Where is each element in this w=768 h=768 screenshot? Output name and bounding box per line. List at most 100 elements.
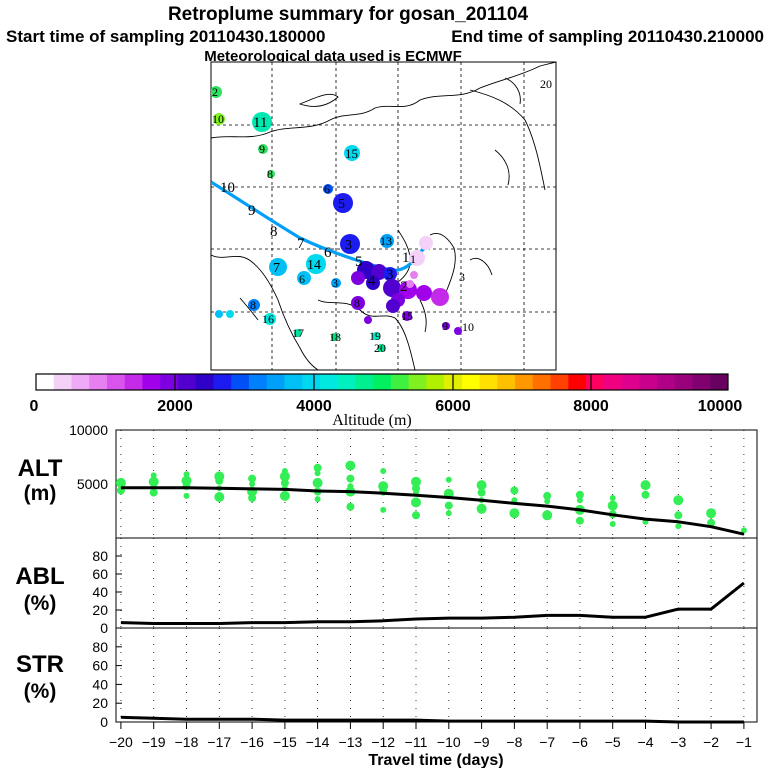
x-tick-label: −8 <box>506 734 522 750</box>
altitude-scatter-point <box>214 492 225 502</box>
start-time: Start time of sampling 20110430.180000 <box>6 27 325 46</box>
altitude-scatter-point <box>445 510 452 517</box>
colorbar-swatch <box>532 374 552 390</box>
y-tick-label: 20 <box>92 602 108 618</box>
colorbar-swatch <box>497 374 516 390</box>
altitude-scatter-point <box>248 494 257 502</box>
map-label: 1 <box>410 252 416 266</box>
y-tick-label: 0 <box>100 620 108 636</box>
y-tick-label: 80 <box>92 548 108 564</box>
colorbar-swatch <box>213 374 232 390</box>
map-label: 20 <box>374 341 386 355</box>
altitude-scatter-point <box>115 477 126 488</box>
map-label: 2 <box>212 85 218 99</box>
y-tick-label: 60 <box>92 658 108 674</box>
colorbar-swatch <box>53 374 72 390</box>
str-panel-label: STR <box>16 651 64 678</box>
plume-marker <box>215 310 223 318</box>
path-label: 2 <box>400 279 408 295</box>
plume-marker <box>297 271 311 285</box>
altitude-scatter-point <box>740 527 747 534</box>
colorbar-swatch <box>355 374 374 390</box>
coastlines <box>211 62 556 370</box>
path-label: 7 <box>297 236 305 252</box>
x-tick-label: −11 <box>405 734 428 750</box>
colorbar-swatch <box>89 374 108 390</box>
plume-marker <box>213 113 225 125</box>
plume-marker <box>252 112 272 132</box>
x-tick-label: −12 <box>371 734 395 750</box>
map-label: 11 <box>253 115 267 131</box>
map-label: 20 <box>540 77 552 91</box>
abl-series-line <box>120 581 745 625</box>
colorbar-swatch <box>337 374 356 390</box>
plume-marker <box>351 296 365 310</box>
colorbar-swatch <box>692 374 711 390</box>
x-tick-label: −9 <box>474 734 490 750</box>
x-tick-label: −18 <box>175 734 199 750</box>
map-label: 16 <box>262 312 274 326</box>
colorbar-swatch <box>674 374 694 390</box>
altitude-scatter-point <box>411 497 421 508</box>
altitude-scatter-point <box>674 511 683 520</box>
map-label: 10 <box>212 112 224 126</box>
colorbar-swatch <box>568 374 587 390</box>
map-label: 8 <box>267 167 273 181</box>
plume-marker <box>258 144 268 154</box>
colorbar-swatch <box>586 374 605 390</box>
colorbar-swatch <box>639 374 658 390</box>
path-label: 1 <box>402 250 410 266</box>
str-panel-frame <box>115 627 758 723</box>
plume-marker <box>410 271 418 279</box>
colorbar-frame <box>35 373 729 391</box>
trajectory-markers <box>211 86 462 352</box>
colorbar-ticks: 0 2000 4000 6000 8000 10000 <box>30 398 743 415</box>
altitude-scatter-point <box>312 477 323 488</box>
colorbar-tick-label: 6000 <box>435 398 471 415</box>
plume-marker <box>211 86 222 98</box>
y-tick-label: 10000 <box>69 422 108 438</box>
path-label: 6 <box>324 245 332 261</box>
path-label: 5 <box>355 254 363 270</box>
altitude-scatter-point <box>510 486 519 495</box>
plume-marker <box>409 250 425 266</box>
map-label: 7 <box>273 261 280 276</box>
str-panel-unit: (%) <box>24 680 57 703</box>
plume-marker <box>323 184 333 194</box>
plume-marker <box>383 279 401 297</box>
plume-marker <box>351 271 365 285</box>
altitude-scatter-point <box>476 480 487 491</box>
colorbar-swatch <box>302 374 321 390</box>
x-tick-label: −19 <box>142 734 166 750</box>
colorbar-swatch <box>284 374 303 390</box>
altitude-scatter-point <box>380 506 387 513</box>
plume-marker <box>344 145 360 161</box>
plume-marker <box>442 322 450 330</box>
colorbar-swatch <box>106 374 126 390</box>
plume-marker <box>331 278 341 288</box>
plume-marker <box>333 193 353 213</box>
plume-marker <box>419 236 433 250</box>
map-label: 10 <box>462 320 474 334</box>
altitude-scatter-point <box>411 476 421 487</box>
plume-marker <box>380 234 394 248</box>
plume-marker <box>294 329 302 337</box>
altitude-scatter-point <box>575 516 584 525</box>
altitude-scatter-point <box>477 488 486 497</box>
y-tick-label: 80 <box>92 639 108 655</box>
plume-marker <box>372 332 380 340</box>
x-tick-label: −17 <box>207 734 231 750</box>
altitude-scatter-point <box>346 502 355 511</box>
colorbar-swatch <box>142 374 161 390</box>
altitude-scatter-point <box>543 491 552 500</box>
plume-marker <box>264 313 276 325</box>
plume-marker <box>340 234 360 254</box>
map-label: 3 <box>459 270 465 284</box>
altitude-scatter-point <box>641 490 650 499</box>
plume-marker <box>386 299 400 313</box>
y-tick-label: 60 <box>92 566 108 582</box>
plume-marker <box>416 285 432 301</box>
plume-marker <box>406 280 414 288</box>
altitude-scatter-point <box>279 471 290 482</box>
